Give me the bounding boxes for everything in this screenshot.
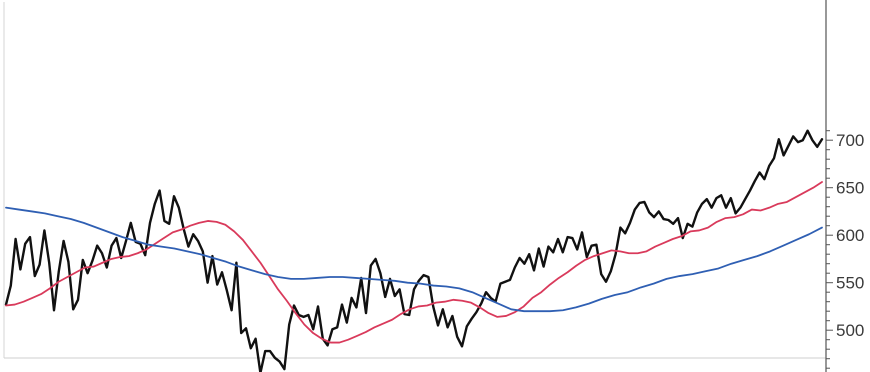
long-moving-average-line — [5, 206, 823, 313]
y-tick-label: 550 — [836, 274, 864, 293]
y-tick-label: 450 — [836, 369, 864, 372]
price-series-line — [4, 129, 824, 372]
short-moving-average-line — [5, 181, 823, 344]
y-tick-label: 700 — [836, 131, 864, 150]
y-tick-label: 650 — [836, 179, 864, 198]
y-tick-label: 600 — [836, 226, 864, 245]
y-tick-label: 500 — [836, 321, 864, 340]
